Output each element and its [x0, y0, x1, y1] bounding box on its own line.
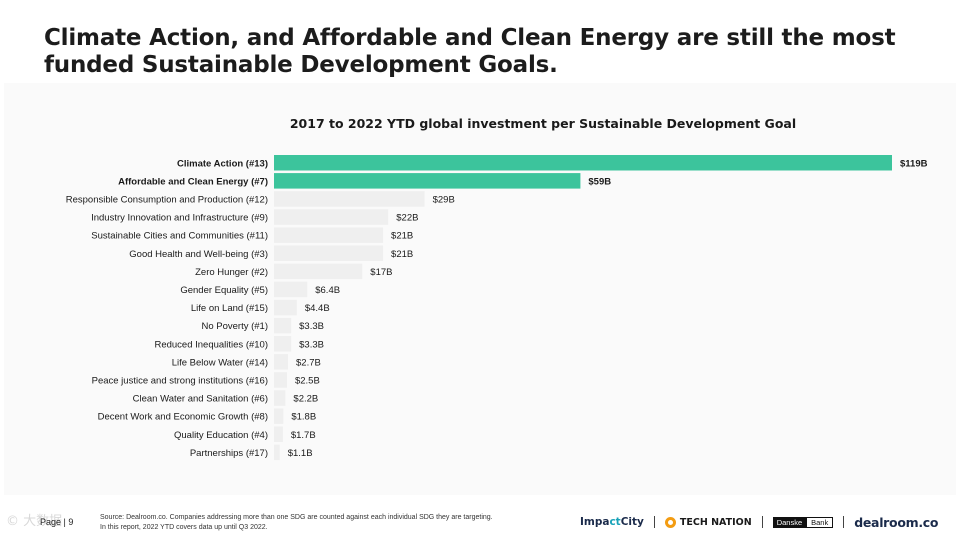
bar [274, 209, 389, 225]
value-label: $1.8B [291, 412, 316, 423]
category-label: Peace justice and strong institutions (#… [92, 375, 268, 386]
category-label: No Poverty (#1) [201, 321, 268, 332]
category-label: Partnerships (#17) [190, 448, 268, 459]
technation-logo-text: TECH NATION [679, 516, 752, 528]
bar [274, 408, 284, 424]
impactcity-logo-part2: ct [609, 516, 621, 528]
bar [274, 372, 287, 388]
technation-logo: TECH NATION [664, 516, 752, 528]
value-label: $17B [370, 267, 392, 278]
value-label: $21B [391, 231, 413, 242]
source-line-1: Source: Dealroom.co. Companies addressin… [100, 514, 493, 521]
bar [274, 173, 581, 189]
bar [274, 227, 384, 243]
logo-divider [761, 516, 763, 528]
bar [274, 191, 425, 207]
bar [274, 263, 363, 280]
danske-logo-part1: Danske [772, 516, 807, 528]
bar [274, 299, 297, 316]
bar [274, 245, 384, 261]
chart-panel [4, 83, 956, 495]
impactcity-logo-part1: Impa [580, 516, 610, 528]
page-headline: Climate Action, and Affordable and Clean… [44, 25, 896, 78]
value-label: $22B [396, 213, 418, 224]
impactcity-logo-part3: City [620, 516, 644, 528]
value-label: $6.4B [315, 285, 340, 296]
value-label: $3.3B [299, 339, 324, 350]
value-label: $29B [433, 194, 455, 205]
bar [274, 354, 289, 370]
value-label: $1.1B [288, 448, 313, 459]
bar [274, 336, 292, 352]
category-label: Sustainable Cities and Communities (#11) [91, 231, 268, 242]
dealroom-logo: dealroom.co [854, 514, 939, 530]
value-label: $3.3B [299, 321, 324, 332]
logo-divider [653, 516, 655, 528]
category-label: Quality Education (#4) [174, 430, 268, 441]
impactcity-logo: ImpactCity [580, 516, 644, 528]
category-label: Life Below Water (#14) [172, 357, 268, 368]
value-label: $59B [588, 176, 611, 187]
technation-mark-icon [664, 516, 676, 528]
value-label: $21B [391, 249, 413, 260]
bar [274, 444, 280, 461]
value-label: $4.4B [305, 303, 330, 314]
bar [274, 317, 292, 334]
logo-divider [843, 516, 845, 528]
value-label: $119B [900, 158, 928, 169]
category-label: Life on Land (#15) [191, 303, 268, 314]
footer: © 大数据 Page | 9 Source: Dealroom.co. Comp… [0, 500, 960, 540]
category-label: Zero Hunger (#2) [195, 267, 268, 278]
page-number: Page | 9 [40, 517, 74, 527]
value-label: $2.5B [295, 375, 320, 386]
bar [274, 155, 892, 171]
category-label: Decent Work and Economic Growth (#8) [98, 412, 268, 423]
source-note: Source: Dealroom.co. Companies addressin… [100, 513, 570, 532]
category-label: Affordable and Clean Energy (#7) [118, 176, 268, 187]
category-label: Reduced Inequalities (#10) [154, 339, 268, 350]
danske-logo-part2: Bank [806, 516, 834, 528]
partner-logos: ImpactCity TECH NATION Danske Bank dealro… [580, 512, 939, 532]
category-label: Good Health and Well-being (#3) [129, 249, 268, 260]
bar [274, 426, 283, 442]
danske-bank-logo: Danske Bank [772, 516, 834, 528]
category-label: Responsible Consumption and Production (… [66, 194, 268, 205]
category-label: Industry Innovation and Infrastructure (… [91, 213, 268, 224]
value-label: $2.2B [293, 394, 318, 405]
bar [274, 390, 286, 406]
category-label: Clean Water and Sanitation (#6) [133, 394, 268, 405]
category-label: Gender Equality (#5) [180, 285, 268, 296]
source-line-2: In this report, 2022 YTD covers data up … [100, 523, 268, 531]
value-label: $1.7B [291, 430, 316, 441]
bar [274, 281, 308, 298]
watermark: © 大数据 [6, 514, 63, 529]
value-label: $2.7B [296, 357, 321, 368]
category-label: Climate Action (#13) [177, 158, 268, 169]
chart-title: 2017 to 2022 YTD global investment per S… [289, 116, 797, 131]
